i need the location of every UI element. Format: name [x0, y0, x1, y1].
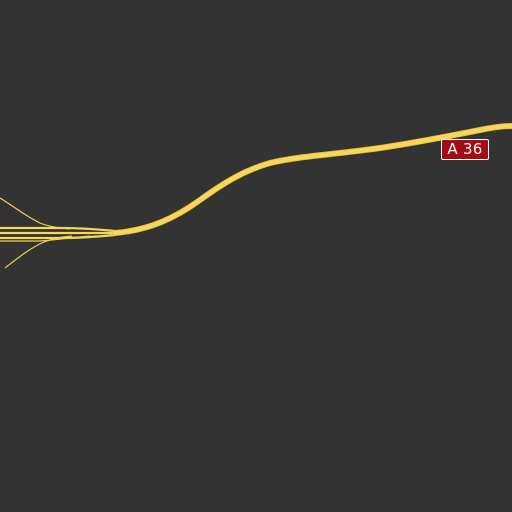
motorway-carriageway-3	[0, 235, 115, 238]
ramp-upper-left	[0, 198, 70, 229]
road-shield-label: A 36	[447, 140, 482, 158]
motorway-carriageway-1	[0, 228, 115, 231]
road-shield-a36: A 36	[441, 139, 489, 160]
